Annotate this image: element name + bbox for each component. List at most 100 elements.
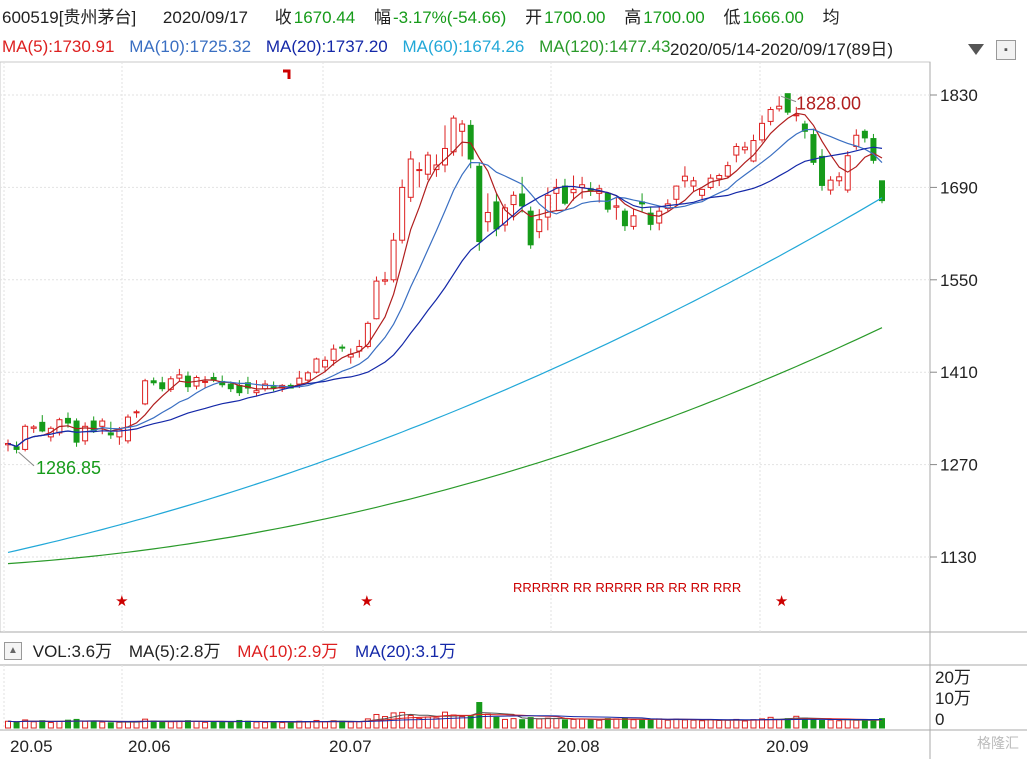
volume-bar-up [501,718,508,729]
date-tick-label: 20.09 [766,737,809,756]
volume-bar-up [699,720,706,729]
ma5-line [7,112,883,448]
candle-up [407,158,414,198]
candle-down [13,446,20,450]
candle-up [424,154,431,175]
volume-bar-down [64,719,71,729]
volume-bar-down [493,716,500,729]
volume-bar-up [459,716,466,729]
watermark: 格隆汇 [977,735,1019,751]
volume-bar-down [467,715,474,729]
high-marker-line [781,95,797,103]
volume-bar-up [681,719,688,729]
ma10-line [7,128,883,448]
date-tick-label: 20.06 [128,737,171,756]
candle-up [724,165,731,177]
candle-up [759,122,766,141]
candle-down [879,180,885,202]
volume-bar-up [630,719,637,729]
volume-bar-up [322,721,329,729]
volume-bar-down [527,717,534,729]
volume-bar-up [347,721,354,729]
volume-bar-up [510,718,517,729]
settings-icon[interactable]: ▪ [996,40,1016,60]
price-plot-frame [0,61,931,633]
candle-up [30,426,37,429]
candle-up [322,359,329,368]
ma20-line [7,146,883,448]
signal-marker [283,69,291,79]
candle-up [116,429,123,438]
candle-up [750,140,757,162]
candle-up [382,279,389,282]
candle-up [133,411,140,414]
volume-bar-down [73,718,80,729]
volume-bar-up [142,718,149,729]
candle-up [827,179,834,191]
volume-tick-label: 20万 [935,668,971,687]
candle-down [819,155,826,186]
stock-code-name[interactable]: 600519[贵州茅台] [2,8,137,27]
volume-collapse-icon[interactable]: ▲ [4,642,22,660]
volume-bar-up [570,718,577,729]
candle-up [364,322,371,347]
star-signal: ★ [115,592,128,610]
candle-up [699,188,706,196]
candle-down [527,210,534,246]
volume-bar-down [587,719,594,729]
volume-bar-up [407,715,414,729]
volume-bar-up [433,717,440,729]
candle-up [330,348,337,361]
star-signal: ★ [775,592,788,610]
date-range: 2020/05/14-2020/09/17(89日) [670,40,903,60]
candle-down [64,417,71,424]
volume-bar-up [22,719,29,729]
ma5-value: MA(5):1730.91 [2,37,115,56]
candle-up [570,188,577,194]
volume-bar-up [279,722,286,729]
volume-bar-down [90,721,97,729]
low-marker-line [18,451,35,467]
candle-up [373,280,380,320]
avg-label: 均 [822,8,840,27]
candle-up [776,105,783,110]
candle-down [270,386,277,389]
candle-up [536,219,543,233]
volume-bar-down [519,719,526,729]
candle-up [450,117,457,153]
candle-down [561,185,568,204]
candle-down [244,382,251,389]
volume-bar-up [82,720,89,729]
volume-bar-up [193,721,200,729]
volume-bar-up [47,722,54,729]
volume-bar-up [776,718,783,729]
price-tick-label: 1690 [940,178,978,197]
volume-bar-up [262,721,269,729]
volume-bar-up [442,711,448,729]
volume-tick-label: 0 [935,710,944,729]
vol-ma20-line [7,715,882,723]
quote-header: 600519[贵州茅台] 2020/09/17 收 1670.44 幅 -3.17%… [0,0,1027,60]
volume-bar-up [536,718,543,729]
candle-down [184,375,191,388]
candle-up [844,155,851,191]
candle-down [870,138,877,161]
volume-bar-up [579,718,586,729]
candle-up [613,205,620,208]
price-tick-label: 1130 [940,548,977,567]
high-label: 高 [624,8,642,27]
vol-value: VOL:3.6万 [32,642,113,661]
open-label: 开 [525,8,543,27]
star-signal: ★ [360,592,373,610]
volume-bar-up [767,716,774,729]
candle-down [150,380,157,384]
volume-bar-up [382,716,389,729]
vol-ma10: MA(10):2.9万 [237,642,339,661]
volume-bar-up [836,720,843,729]
volume-bar-up [707,719,714,729]
volume-bar-down [236,719,243,729]
candle-up [510,194,517,206]
volume-bar-up [724,719,731,729]
chevron-down-icon[interactable] [968,44,984,55]
